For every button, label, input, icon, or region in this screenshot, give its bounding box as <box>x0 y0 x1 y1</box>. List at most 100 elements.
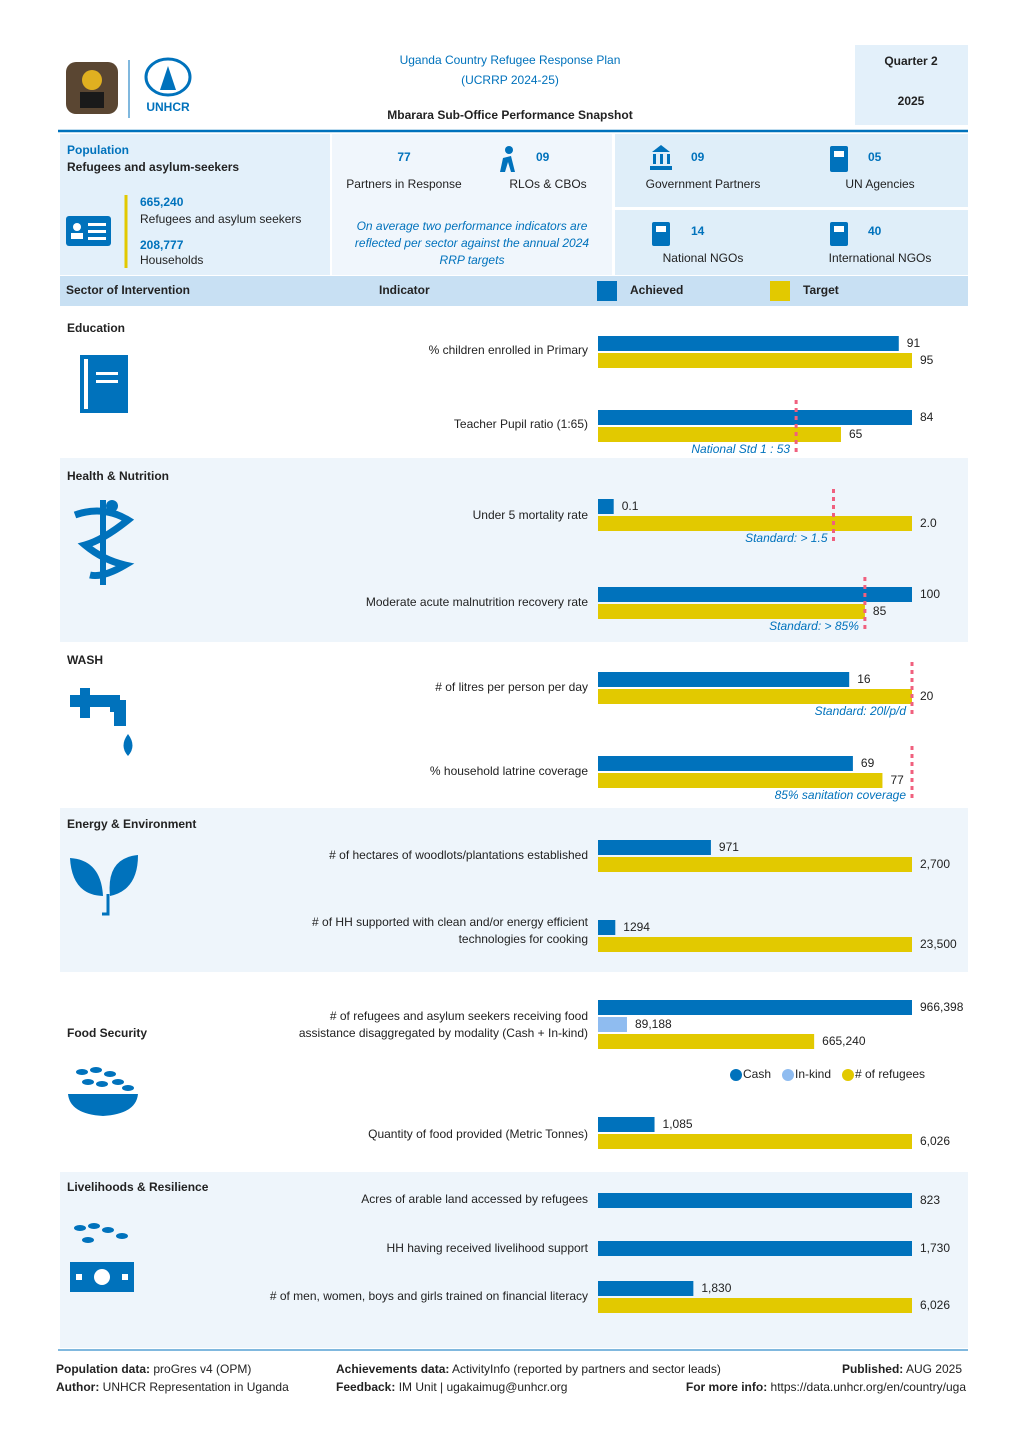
sector-name: Energy & Environment <box>67 817 196 831</box>
value-label: 77 <box>890 773 904 787</box>
icon-shape <box>122 1085 134 1091</box>
sector-name: Health & Nutrition <box>67 469 169 483</box>
bar <box>598 499 614 514</box>
sector-icon <box>73 500 135 585</box>
sector-name: Education <box>67 321 125 335</box>
value-label: 665,240 <box>822 1034 866 1048</box>
value-label: 0.1 <box>622 499 639 513</box>
partner-label: UN Agencies <box>845 177 914 191</box>
subtitle: Mbarara Sub-Office Performance Snapshot <box>387 108 632 122</box>
icon-shape <box>94 1269 110 1285</box>
footer-key: Population data: <box>56 1362 150 1376</box>
title: Uganda Country Refugee Response Plan <box>400 53 621 67</box>
bar <box>598 604 865 619</box>
icon-shape <box>73 507 135 579</box>
standard-label: Standard: 20l/p/d <box>815 704 907 718</box>
legend-label: Target <box>803 283 839 297</box>
partner-label: RLOs & CBOs <box>509 177 586 191</box>
indicator-label: Quantity of food provided (Metric Tonnes… <box>368 1127 588 1141</box>
partner-count: 05 <box>868 150 882 164</box>
icon-shape <box>76 1067 134 1091</box>
indicator-label: Moderate acute malnutrition recovery rat… <box>366 595 588 609</box>
bar <box>598 1034 815 1049</box>
value-label: 823 <box>920 1193 940 1207</box>
standard-label: Standard: > 85% <box>769 619 859 633</box>
population-subtitle: Refugees and asylum-seekers <box>67 160 239 174</box>
bar <box>598 689 912 704</box>
bar <box>598 857 912 872</box>
icon-shape <box>112 1079 124 1085</box>
sector-icon <box>70 855 138 916</box>
icon-shape <box>123 734 133 756</box>
bar <box>598 773 883 788</box>
indicator-label: % household latrine coverage <box>430 764 588 778</box>
icon-shape <box>68 1094 138 1116</box>
footer-value: UNHCR Representation in Uganda <box>103 1380 289 1394</box>
standard-label: Standard: > 1.5 <box>745 531 828 545</box>
indicator-label: # of hectares of woodlots/plantations es… <box>329 848 588 862</box>
footer-value: AUG 2025 <box>906 1362 962 1376</box>
bar <box>598 587 912 602</box>
partner-count: 09 <box>691 150 705 164</box>
value-label: 23,500 <box>920 937 957 951</box>
partner-count: 77 <box>397 150 411 164</box>
icon-shape <box>102 894 110 916</box>
icon-shape <box>76 1274 82 1280</box>
indicator-label: Acres of arable land accessed by refugee… <box>361 1192 588 1206</box>
partners-box <box>615 134 968 207</box>
value-label: 6,026 <box>920 1134 950 1148</box>
bar <box>598 756 853 771</box>
legend-dot <box>730 1069 742 1081</box>
footer-text: For more info: https://data.unhcr.org/en… <box>686 1380 966 1394</box>
icon-shape <box>96 380 118 383</box>
icon-shape <box>70 858 103 896</box>
partner-count: 14 <box>691 224 705 238</box>
footer-text: Feedback: IM Unit | ugakaimug@unhcr.org <box>336 1380 567 1394</box>
population-value: 208,777 <box>140 238 184 252</box>
footer-key: Author: <box>56 1380 99 1394</box>
icon-shape <box>122 1274 128 1280</box>
value-label: 100 <box>920 587 940 601</box>
value-label: 1294 <box>623 920 650 934</box>
coat-of-arms <box>66 62 118 114</box>
value-label: 95 <box>920 353 934 367</box>
legend-swatch <box>597 281 617 301</box>
logo-text: UNHCR <box>146 100 190 114</box>
value-label: 2,700 <box>920 857 950 871</box>
footer-value: ActivityInfo (reported by partners and s… <box>452 1362 721 1376</box>
bar <box>598 427 841 442</box>
partner-note: reflected per sector against the annual … <box>355 236 589 250</box>
id-card-icon <box>66 216 111 246</box>
footer-value: IM Unit | ugakaimug@unhcr.org <box>399 1380 568 1394</box>
indicator-label: assistance disaggregated by modality (Ca… <box>299 1026 588 1040</box>
footer-key: Published: <box>842 1362 903 1376</box>
partner-label: Government Partners <box>646 177 761 191</box>
indicator-label: Teacher Pupil ratio (1:65) <box>454 417 588 431</box>
population-value: 665,240 <box>140 195 184 209</box>
title: (UCRRP 2024-25) <box>461 73 559 87</box>
legend-label: Cash <box>743 1067 771 1081</box>
sector-icon <box>68 1067 138 1116</box>
partner-note: RRP targets <box>440 253 505 267</box>
bar <box>598 1000 912 1015</box>
legend-label: In-kind <box>795 1067 831 1081</box>
icon-shape <box>76 1069 88 1075</box>
icon-shape <box>74 1225 86 1231</box>
icon-shape <box>82 1237 94 1243</box>
bar <box>598 1134 912 1149</box>
value-label: 1,085 <box>663 1117 693 1131</box>
value-label: 84 <box>920 410 934 424</box>
partner-label: National NGOs <box>663 251 744 265</box>
partners-box <box>615 210 968 275</box>
value-label: 971 <box>719 840 739 854</box>
sector-icon <box>80 355 128 413</box>
quarter: Quarter 2 <box>884 54 938 68</box>
icon-shape <box>90 1067 102 1073</box>
indicator-label: technologies for cooking <box>459 932 588 946</box>
icon-shape <box>80 688 90 718</box>
value-label: 1,730 <box>920 1241 950 1255</box>
bar <box>598 1117 655 1132</box>
sector-icon <box>70 1223 134 1292</box>
icon-shape <box>96 1081 108 1087</box>
legend-dot <box>782 1069 794 1081</box>
